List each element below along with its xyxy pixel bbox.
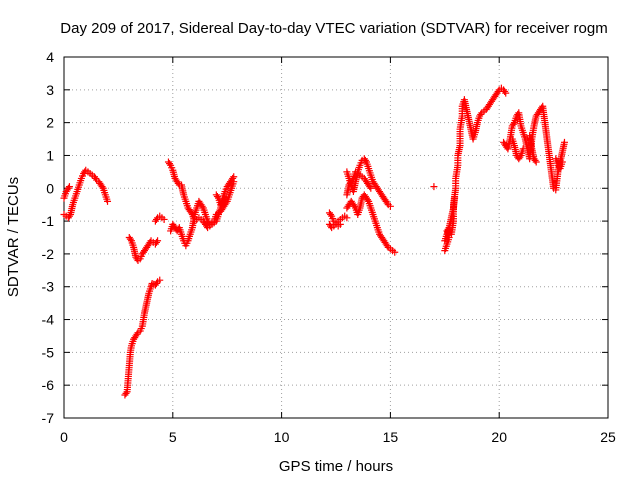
data-point	[367, 184, 375, 192]
data-point	[336, 220, 344, 228]
data-point	[509, 120, 517, 128]
x-tick-label: 20	[491, 429, 507, 445]
x-tick-label: 0	[60, 429, 68, 445]
data-point	[501, 87, 509, 95]
data-point	[160, 215, 168, 223]
data-point	[65, 212, 73, 220]
data-point	[560, 138, 568, 146]
data-point	[451, 194, 459, 202]
data-point	[430, 183, 438, 191]
data-point	[174, 179, 182, 187]
data-point	[152, 279, 160, 287]
chart-title: Day 209 of 2017, Sidereal Day-to-day VTE…	[60, 20, 607, 37]
y-tick-label: -7	[42, 410, 55, 426]
y-tick-label: 1	[46, 147, 54, 163]
data-point	[383, 199, 391, 207]
data-point	[531, 156, 539, 164]
data-point	[198, 202, 206, 210]
y-axis-label: SDTVAR / TECUs	[5, 177, 22, 297]
x-tick-label: 10	[274, 429, 290, 445]
y-tick-label: -5	[42, 344, 55, 360]
data-point	[519, 145, 527, 153]
data-point	[213, 192, 221, 200]
data-markers	[60, 84, 568, 399]
data-point	[386, 202, 394, 210]
y-tick-label: 4	[46, 49, 54, 65]
y-tick-label: -6	[42, 377, 55, 393]
data-point	[383, 242, 391, 250]
data-point	[391, 248, 399, 256]
data-point	[220, 196, 228, 204]
data-point	[104, 197, 112, 205]
y-tick-label: -3	[42, 279, 55, 295]
data-point	[122, 389, 130, 397]
data-point	[152, 215, 160, 223]
data-point	[516, 153, 524, 161]
data-point	[502, 89, 510, 97]
data-point	[494, 87, 502, 95]
data-point	[166, 160, 174, 168]
data-point	[361, 156, 369, 164]
x-tick-label: 5	[169, 429, 177, 445]
data-point	[230, 178, 238, 186]
y-tick-label: -2	[42, 246, 55, 262]
y-tick-label: 0	[46, 180, 54, 196]
data-point	[98, 183, 106, 191]
x-tick-label: 25	[600, 429, 616, 445]
data-point	[133, 330, 141, 338]
data-point	[350, 202, 358, 210]
x-tick-label: 15	[383, 429, 399, 445]
data-point	[156, 276, 164, 284]
data-point	[348, 176, 356, 184]
data-point	[477, 110, 485, 118]
x-axis-label: GPS time / hours	[279, 458, 393, 475]
data-point	[327, 211, 335, 219]
grid-lines	[64, 57, 608, 418]
plot-frame	[63, 56, 609, 419]
y-tick-label: -1	[42, 213, 55, 229]
data-point	[221, 194, 229, 202]
data-point	[152, 238, 160, 246]
y-tick-label: 3	[46, 82, 54, 98]
data-point	[366, 183, 374, 191]
data-point	[343, 214, 351, 222]
data-point	[532, 158, 540, 166]
y-tick-label: -4	[42, 312, 55, 328]
data-point	[92, 174, 100, 182]
data-point	[558, 158, 566, 166]
data-point	[64, 184, 72, 192]
data-point	[65, 183, 73, 191]
data-point	[126, 235, 134, 243]
y-tick-label: 2	[46, 115, 54, 131]
data-point	[154, 237, 162, 245]
data-point	[364, 196, 372, 204]
